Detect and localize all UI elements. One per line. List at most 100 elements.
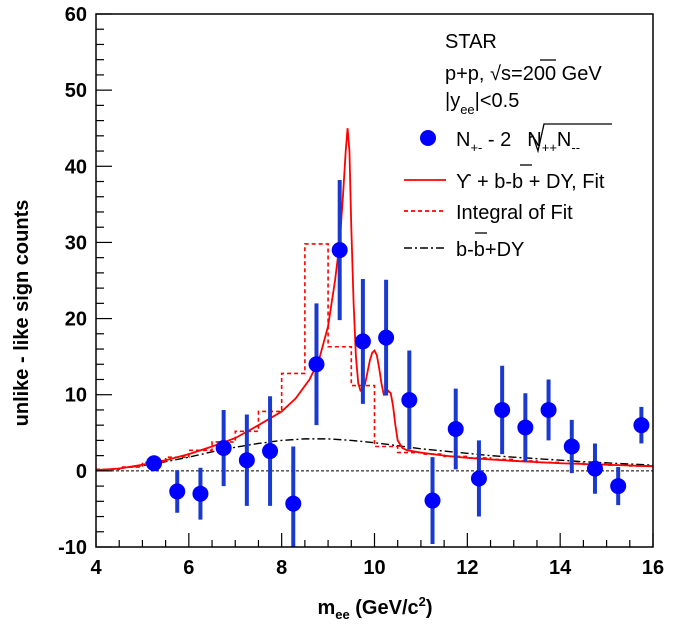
data-point: [308, 303, 325, 426]
data-point: [378, 279, 395, 396]
plot-frame: [95, 13, 654, 548]
y-tick-label: 30: [65, 232, 87, 254]
legend-bg-bbar: b: [474, 239, 485, 261]
data-marker: [401, 392, 418, 409]
plot-area: [95, 128, 654, 547]
x-axis-title-sup: 2: [419, 594, 426, 609]
x-tick-label: 10: [363, 557, 385, 579]
legend-n1-sub: +-: [470, 140, 482, 155]
data-marker: [633, 417, 650, 434]
y-tick-label: 60: [65, 4, 87, 26]
x-tick-label: 6: [183, 557, 194, 579]
data-marker: [215, 440, 232, 457]
background-curve: [95, 438, 654, 471]
annotation-block: STAR p+p, √s=200 GeV |yee|<0.5: [445, 31, 602, 117]
annotation-system-prefix: p+p,: [445, 63, 490, 85]
legend-integral-label: Integral of Fit: [456, 202, 573, 224]
data-point: [494, 365, 511, 455]
legend-minus: - 2: [482, 129, 511, 151]
data-point: [586, 443, 603, 494]
data-point: [354, 278, 371, 404]
x-axis-title-units: (GeV/c: [350, 597, 419, 619]
data-marker: [331, 242, 348, 259]
legend-fit-rest: + DY, Fit: [523, 171, 605, 193]
x-tick-label: 16: [642, 557, 664, 579]
legend-fit-bbar: b: [512, 171, 523, 193]
sqrt-symbol: √: [490, 63, 501, 85]
data-marker: [146, 455, 163, 472]
legend-upsilon: ϒ: [456, 171, 472, 193]
data-marker: [354, 333, 371, 350]
legend-data-marker: [420, 130, 436, 146]
data-marker: [563, 438, 580, 455]
data-point: [610, 467, 627, 506]
data-marker: [540, 401, 557, 418]
data-marker: [424, 492, 441, 509]
legend-fit-plus: + b-: [471, 171, 512, 193]
data-point: [331, 179, 348, 321]
integral-histogram: [96, 243, 653, 471]
data-point: [447, 388, 464, 470]
data-marker: [285, 495, 302, 512]
y-tick-label: 40: [65, 156, 87, 178]
data-point: [262, 396, 279, 506]
data-marker: [169, 483, 186, 500]
data-point: [146, 455, 163, 472]
data-point: [517, 393, 534, 462]
data-marker: [262, 443, 279, 460]
y-tick-label: 50: [65, 80, 87, 102]
data-marker: [238, 452, 255, 469]
y-tick-label: -10: [58, 537, 87, 559]
x-axis-title-end: ): [426, 597, 433, 619]
x-tick-label: 8: [276, 557, 287, 579]
x-tick-label: 14: [549, 557, 572, 579]
legend-bg-post: +DY: [485, 239, 524, 261]
data-marker: [192, 485, 209, 502]
data-marker: [494, 401, 511, 418]
annotation-system: p+p, √s=200 GeV: [445, 63, 602, 85]
y-tick-label: 0: [76, 461, 87, 483]
y-axis-title: unlike - like sign counts: [11, 200, 33, 427]
legend: N+- - 2 N++N-- ϒ + b-b + DY, Fit Integral…: [404, 123, 612, 261]
data-point: [401, 350, 418, 450]
data-point: [563, 419, 580, 474]
legend-n3-sub: --: [571, 140, 580, 155]
x-tick-label: 4: [90, 557, 102, 579]
annotation-rapidity: |yee|<0.5: [445, 90, 519, 117]
x-axis-title-sub: ee: [335, 607, 349, 622]
legend-fit-label: ϒ + b-b + DY, Fit: [456, 171, 605, 193]
data-point: [633, 406, 650, 444]
data-point: [424, 457, 441, 544]
y-tick-label: 20: [65, 309, 87, 331]
y-tick-label: 10: [65, 385, 87, 407]
data-marker: [308, 356, 325, 373]
legend-bg-pre: b-: [456, 239, 474, 261]
data-point: [215, 409, 232, 487]
x-axis-title-m: m: [317, 597, 335, 619]
legend-n1: N: [456, 129, 470, 151]
rapidity-post: |<0.5: [475, 90, 520, 112]
data-marker: [378, 329, 395, 346]
rapidity-sub: ee: [460, 102, 474, 117]
fit-curve: [95, 128, 654, 471]
rapidity-pre: |y: [445, 90, 460, 112]
legend-data-label: N+- - 2 N++N--: [456, 129, 580, 155]
legend-n3: N: [557, 129, 571, 151]
legend-bg-label: b-b+DY: [456, 239, 524, 261]
x-axis-title: mee (GeV/c2): [317, 594, 432, 622]
axes: 4 6 8 10 12 14 16 -10 0 10 20 30 40 50 60: [58, 4, 664, 579]
data-point: [192, 467, 209, 520]
annotation-experiment: STAR: [445, 31, 497, 53]
data-point: [470, 440, 487, 517]
x-tick-label: 12: [456, 557, 478, 579]
legend-sqrt-sign: [528, 123, 612, 154]
data-marker: [470, 470, 487, 487]
data-marker: [586, 460, 603, 477]
legend-n2-sub: ++: [542, 140, 557, 155]
data-point: [238, 414, 255, 506]
annotation-s: s: [501, 63, 511, 85]
data-marker: [447, 420, 464, 437]
data-point: [540, 379, 557, 441]
data-point: [285, 446, 302, 547]
